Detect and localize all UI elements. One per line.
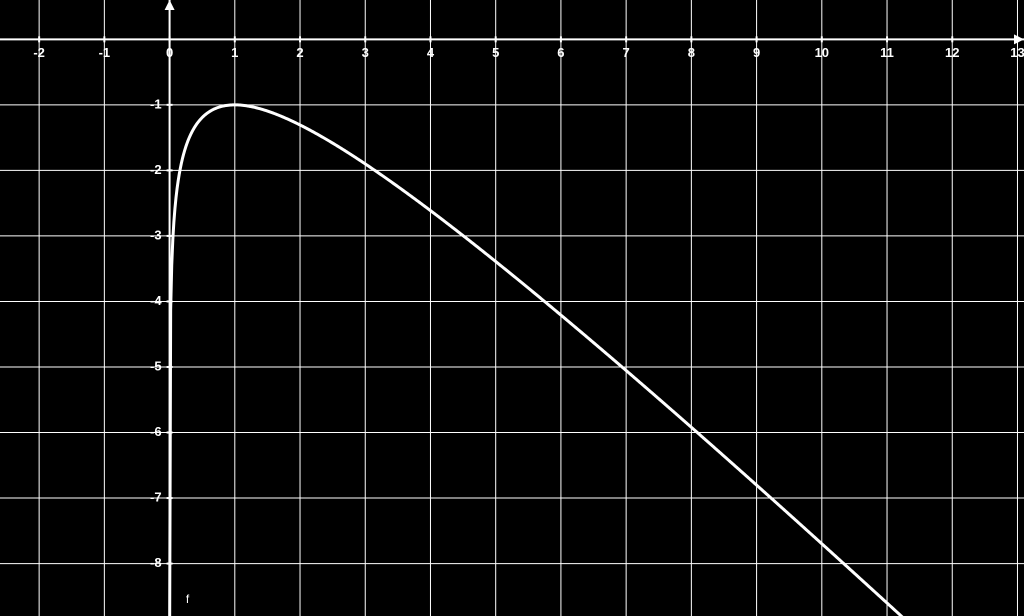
y-tick-label: -6 bbox=[150, 424, 162, 439]
x-tick-label: 6 bbox=[557, 45, 564, 60]
plot-background bbox=[0, 0, 1024, 616]
x-tick-label: 1 bbox=[231, 45, 238, 60]
x-tick-label: 3 bbox=[362, 45, 369, 60]
y-tick-label: -4 bbox=[150, 293, 162, 308]
y-tick-label: -1 bbox=[150, 96, 162, 111]
y-tick-label: -3 bbox=[150, 227, 162, 242]
x-tick-label: -2 bbox=[33, 45, 45, 60]
x-tick-label: 4 bbox=[427, 45, 435, 60]
x-tick-label: 10 bbox=[815, 45, 829, 60]
x-tick-label: 5 bbox=[492, 45, 499, 60]
y-tick-label: -8 bbox=[150, 555, 162, 570]
x-tick-label: 12 bbox=[945, 45, 959, 60]
x-tick-label: 11 bbox=[880, 45, 894, 60]
x-tick-label: -1 bbox=[99, 45, 111, 60]
y-tick-label: -7 bbox=[150, 489, 162, 504]
x-tick-label: 2 bbox=[296, 45, 303, 60]
x-tick-label: 13 bbox=[1010, 45, 1024, 60]
x-tick-label: 8 bbox=[688, 45, 695, 60]
y-tick-label: -2 bbox=[150, 162, 162, 177]
x-tick-label: 7 bbox=[623, 45, 630, 60]
function-plot: -2-1012345678910111213-8-7-6-5-4-3-2-1f bbox=[0, 0, 1024, 616]
x-tick-label: 0 bbox=[166, 45, 173, 60]
x-tick-label: 9 bbox=[753, 45, 760, 60]
y-tick-label: -5 bbox=[150, 358, 162, 373]
